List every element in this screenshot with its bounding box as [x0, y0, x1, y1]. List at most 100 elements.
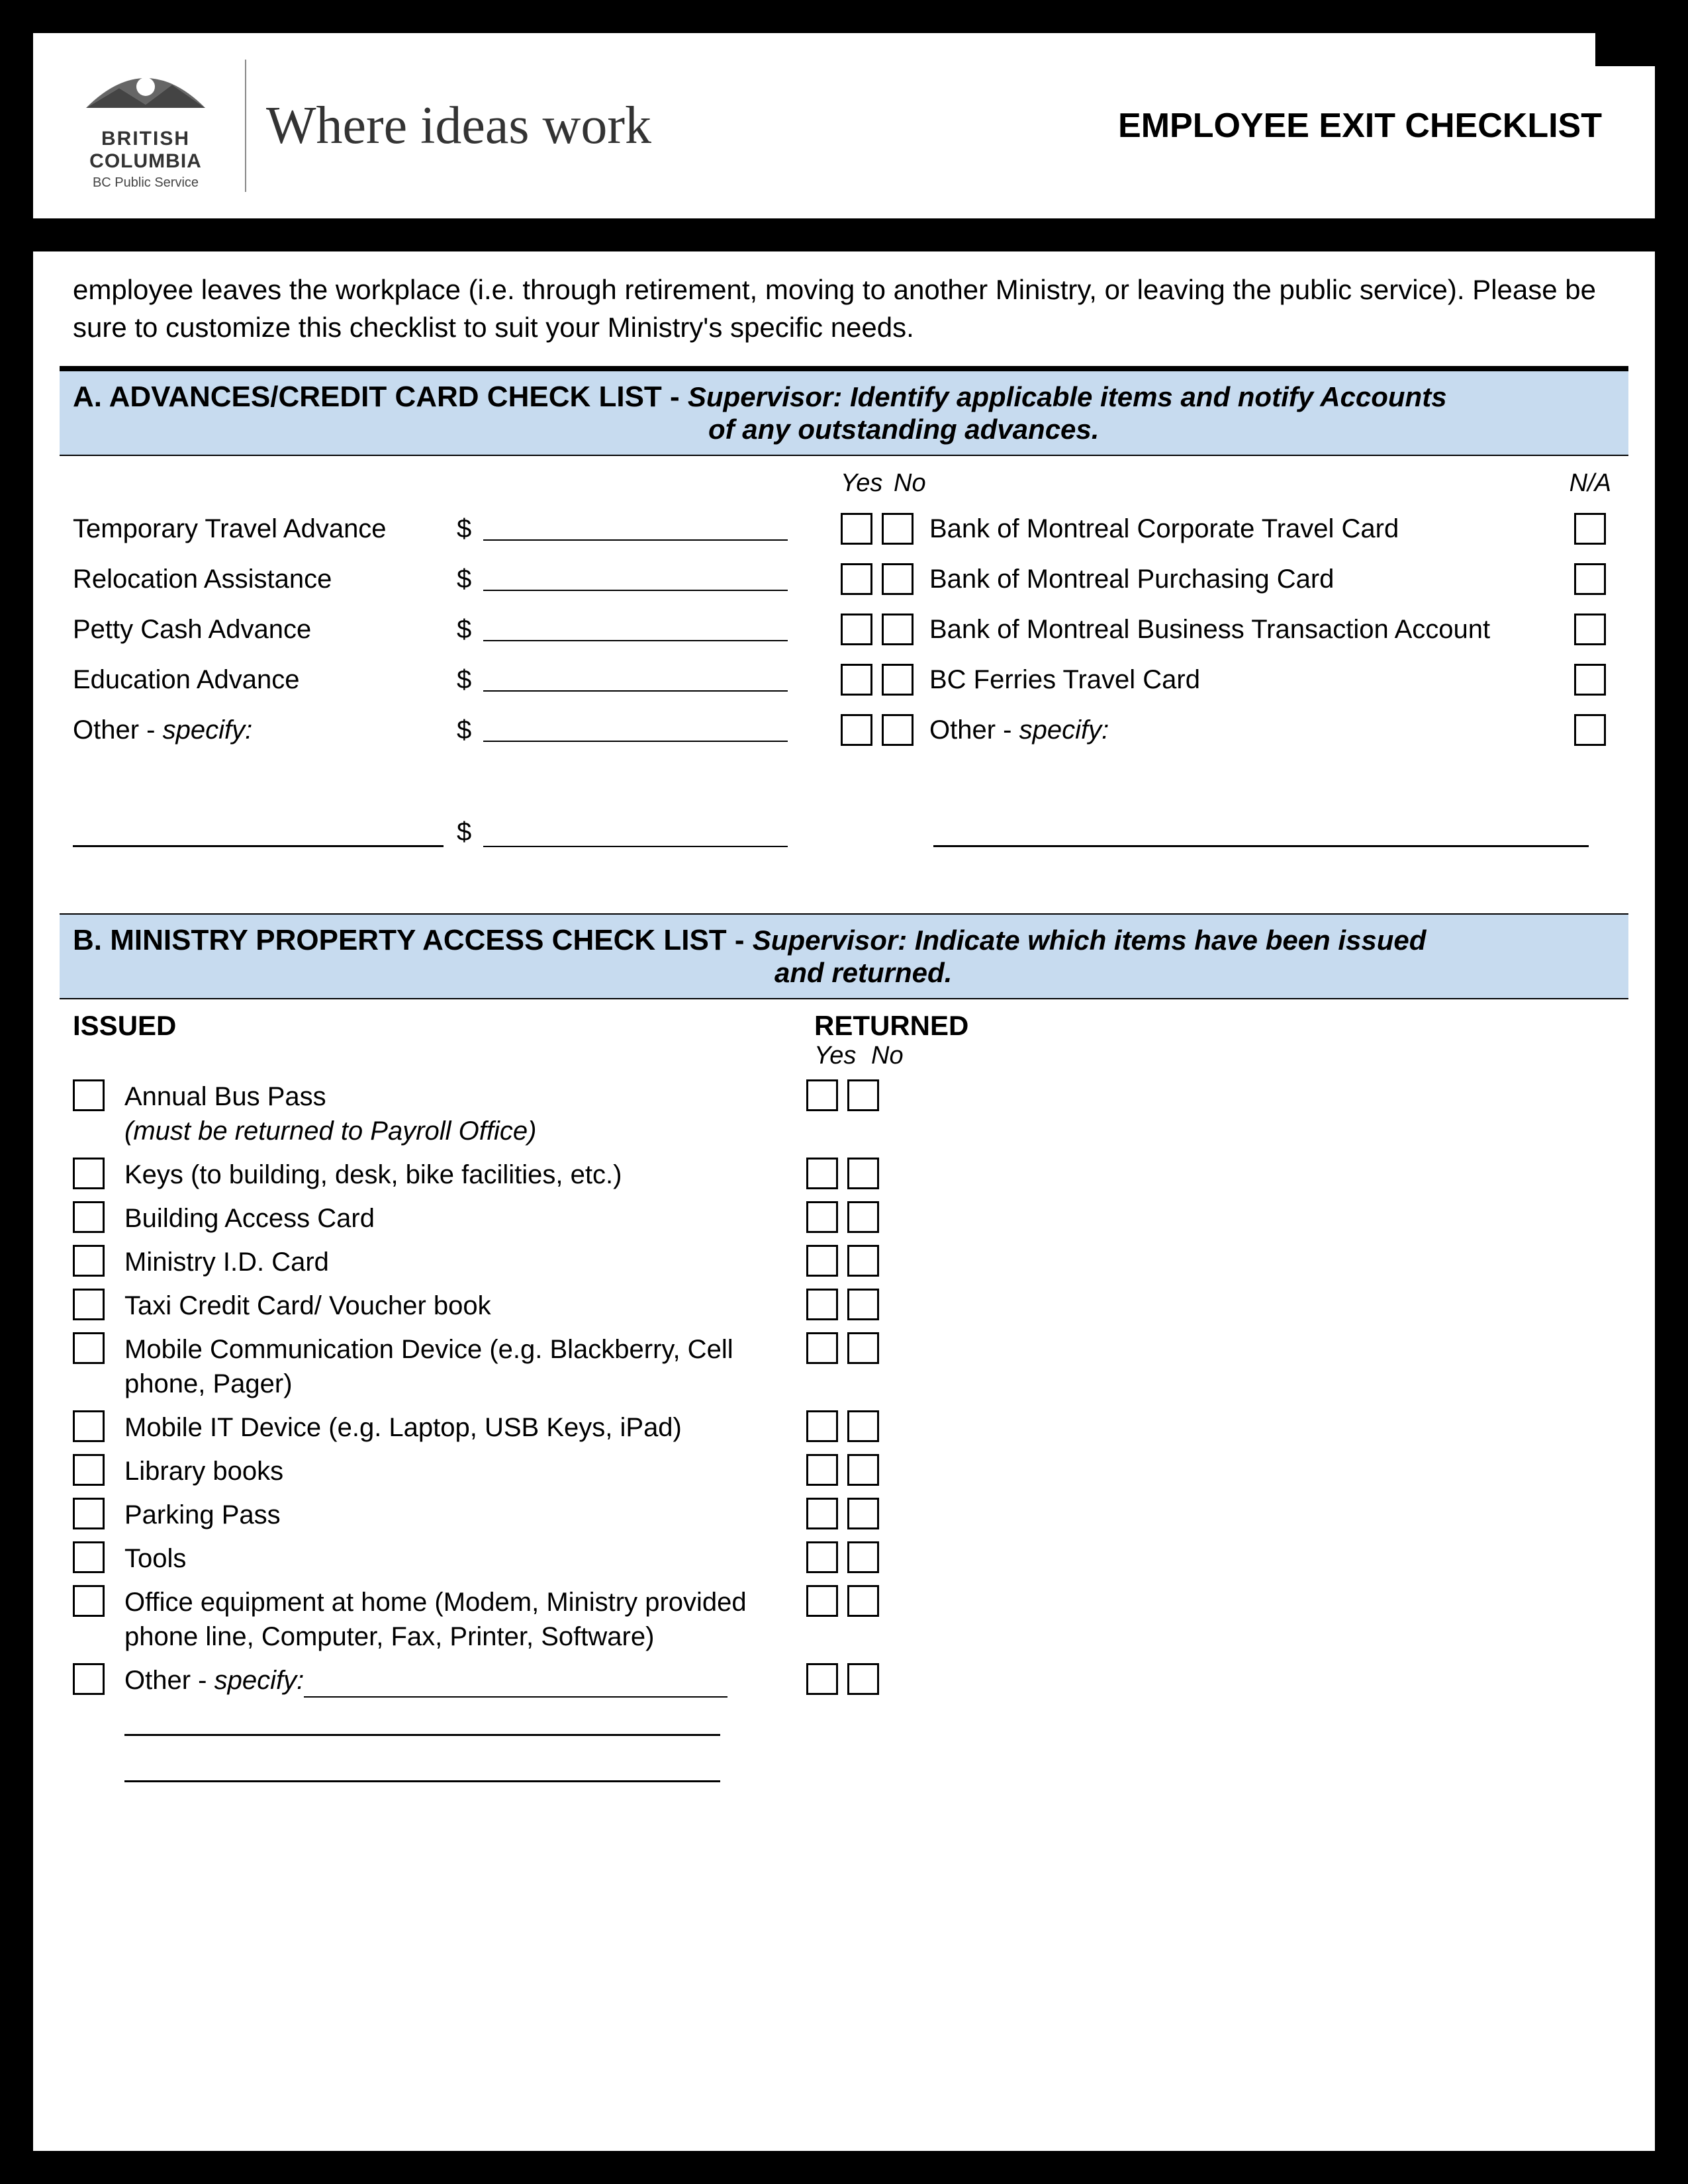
- issued-checkbox[interactable]: [73, 1332, 105, 1364]
- returned-yes-checkbox[interactable]: [806, 1541, 838, 1573]
- section-b-row: Keys (to building, desk, bike facilities…: [73, 1158, 1615, 1192]
- item-label: Keys (to building, desk, bike facilities…: [124, 1158, 806, 1192]
- issued-checkbox[interactable]: [73, 1201, 105, 1233]
- advance-label: Petty Cash Advance: [73, 615, 457, 645]
- returned-no-checkbox[interactable]: [847, 1541, 879, 1573]
- dollar-sign: $: [457, 565, 483, 594]
- item-label: Building Access Card: [124, 1201, 806, 1236]
- section-b-row: Mobile IT Device (e.g. Laptop, USB Keys,…: [73, 1410, 1615, 1445]
- intro-text: employee leaves the workplace (i.e. thro…: [33, 251, 1655, 359]
- no-checkbox[interactable]: [882, 563, 914, 595]
- issued-checkbox[interactable]: [73, 1663, 105, 1695]
- other-specify: specify:: [163, 715, 253, 745]
- item-other-label: Other - specify:: [124, 1663, 806, 1698]
- amount-input[interactable]: [483, 718, 788, 742]
- section-b-row: Mobile Communication Device (e.g. Blackb…: [73, 1332, 1615, 1401]
- write-in-line[interactable]: [124, 1709, 720, 1736]
- total-amount-input[interactable]: [483, 823, 788, 847]
- section-b-instruction1: Supervisor: Indicate which items have be…: [753, 925, 1427, 956]
- issued-checkbox[interactable]: [73, 1498, 105, 1529]
- issued-heading: ISSUED: [73, 1010, 814, 1042]
- na-checkbox[interactable]: [1574, 563, 1606, 595]
- na-checkbox[interactable]: [1574, 714, 1606, 746]
- other-specify-input[interactable]: [304, 1675, 727, 1698]
- no-checkbox[interactable]: [882, 664, 914, 696]
- section-a-instruction1: Supervisor: Identify applicable items an…: [688, 381, 1447, 412]
- section-b-heading: B. MINISTRY PROPERTY ACCESS CHECK LIST -: [73, 924, 753, 956]
- na-checkbox[interactable]: [1574, 614, 1606, 645]
- issued-checkbox[interactable]: [73, 1541, 105, 1573]
- section-a-header: A. ADVANCES/CREDIT CARD CHECK LIST - Sup…: [60, 370, 1628, 456]
- returned-no-checkbox[interactable]: [847, 1079, 879, 1111]
- yes-checkbox[interactable]: [841, 714, 872, 746]
- other-prefix: Other -: [929, 715, 1019, 745]
- advance-label: Temporary Travel Advance: [73, 514, 457, 544]
- yes-checkbox[interactable]: [841, 614, 872, 645]
- write-in-line[interactable]: [124, 1756, 720, 1782]
- returned-no-checkbox[interactable]: [847, 1585, 879, 1617]
- returned-yes-checkbox[interactable]: [806, 1585, 838, 1617]
- amount-input[interactable]: [483, 517, 788, 541]
- col-na-label: N/A: [1562, 469, 1615, 498]
- col-yes-label: Yes: [841, 469, 894, 498]
- amount-input[interactable]: [483, 617, 788, 641]
- section-a-body: Yes No N/A Temporary Travel Advance $ Ba…: [60, 456, 1628, 874]
- issued-checkbox[interactable]: [73, 1585, 105, 1617]
- returned-no-checkbox[interactable]: [847, 1410, 879, 1442]
- no-checkbox[interactable]: [882, 614, 914, 645]
- other-specify: specify:: [214, 1666, 305, 1695]
- returned-no-checkbox[interactable]: [847, 1663, 879, 1695]
- dollar-sign: $: [457, 514, 483, 544]
- section-b-yn-labels: Yes No: [73, 1042, 1615, 1070]
- returned-yes-checkbox[interactable]: [806, 1079, 838, 1111]
- advance-label: Relocation Assistance: [73, 565, 457, 594]
- returned-no-checkbox[interactable]: [847, 1201, 879, 1233]
- col-no-label: No: [894, 469, 947, 498]
- returned-yes-checkbox[interactable]: [806, 1332, 838, 1364]
- no-checkbox[interactable]: [882, 513, 914, 545]
- returned-no-checkbox[interactable]: [847, 1245, 879, 1277]
- total-left-line[interactable]: [73, 815, 444, 847]
- na-checkbox[interactable]: [1574, 664, 1606, 696]
- returned-yes-checkbox[interactable]: [806, 1201, 838, 1233]
- issued-checkbox[interactable]: [73, 1289, 105, 1320]
- returned-heading: RETURNED: [814, 1010, 968, 1042]
- logo-text-line1: BRITISH: [101, 128, 190, 150]
- tagline: Where ideas work: [266, 96, 1118, 156]
- returned-yes-checkbox[interactable]: [806, 1289, 838, 1320]
- section-b-row: Tools: [73, 1541, 1615, 1576]
- na-checkbox[interactable]: [1574, 513, 1606, 545]
- returned-no-checkbox[interactable]: [847, 1454, 879, 1486]
- returned-yes-checkbox[interactable]: [806, 1454, 838, 1486]
- item-label: Tools: [124, 1541, 806, 1576]
- header: BRITISH COLUMBIA BC Public Service Where…: [33, 33, 1655, 218]
- issued-checkbox[interactable]: [73, 1245, 105, 1277]
- section-b-header: B. MINISTRY PROPERTY ACCESS CHECK LIST -…: [60, 913, 1628, 999]
- issued-checkbox[interactable]: [73, 1158, 105, 1189]
- returned-yes-checkbox[interactable]: [806, 1663, 838, 1695]
- issued-checkbox[interactable]: [73, 1410, 105, 1442]
- section-a-heading: A. ADVANCES/CREDIT CARD CHECK LIST -: [73, 381, 688, 413]
- returned-no-checkbox[interactable]: [847, 1498, 879, 1529]
- item-label: Mobile IT Device (e.g. Laptop, USB Keys,…: [124, 1410, 806, 1445]
- section-a-column-headers: Yes No N/A: [73, 469, 1615, 498]
- returned-yes-checkbox[interactable]: [806, 1245, 838, 1277]
- total-right-line[interactable]: [933, 815, 1589, 847]
- returned-yes-checkbox[interactable]: [806, 1498, 838, 1529]
- returned-yes-checkbox[interactable]: [806, 1410, 838, 1442]
- yes-checkbox[interactable]: [841, 664, 872, 696]
- card-label: Bank of Montreal Business Transaction Ac…: [923, 615, 1561, 645]
- yes-checkbox[interactable]: [841, 513, 872, 545]
- no-checkbox[interactable]: [882, 714, 914, 746]
- section-a-totals: $: [73, 815, 1615, 847]
- amount-input[interactable]: [483, 567, 788, 591]
- amount-input[interactable]: [483, 668, 788, 692]
- section-b-row: Ministry I.D. Card: [73, 1245, 1615, 1279]
- returned-no-checkbox[interactable]: [847, 1289, 879, 1320]
- issued-checkbox[interactable]: [73, 1454, 105, 1486]
- returned-no-checkbox[interactable]: [847, 1332, 879, 1364]
- returned-yes-checkbox[interactable]: [806, 1158, 838, 1189]
- yes-checkbox[interactable]: [841, 563, 872, 595]
- issued-checkbox[interactable]: [73, 1079, 105, 1111]
- returned-no-checkbox[interactable]: [847, 1158, 879, 1189]
